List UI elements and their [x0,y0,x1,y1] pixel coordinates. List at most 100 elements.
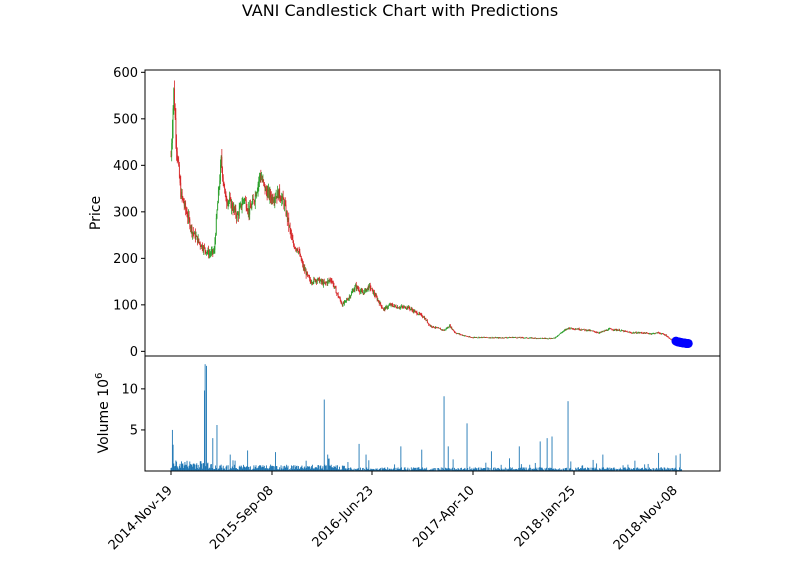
candle-body [611,329,613,330]
volume-bar [595,468,597,471]
volume-bar [445,468,447,471]
volume-bar [470,469,471,471]
volume-bar [442,468,444,471]
volume-bar [232,460,234,471]
volume-bar [404,467,406,471]
volume-bar [549,467,551,471]
volume-bar [330,466,331,471]
volume-bar [324,464,326,471]
candle-body [177,158,179,161]
volume-bar [212,438,214,471]
candle-body [626,331,628,333]
candle-body [288,217,290,226]
candle-body [553,337,554,339]
candle-body [507,337,508,339]
candle-body [289,225,291,230]
volume-bar [559,469,561,471]
volume-bar [265,465,267,471]
candle-body [530,337,531,339]
candle-body [474,337,476,338]
volume-bar [294,465,296,471]
candle-body [334,286,336,287]
volume-bar [335,465,337,471]
volume-bar [603,469,605,471]
volume-bar [186,460,188,471]
candle-body [619,330,621,332]
volume-bar [659,469,661,471]
volume-bar [387,469,389,471]
volume-bar [199,461,201,471]
candle-body [586,330,588,332]
volume-bar [235,468,237,471]
volume-bar [681,469,683,471]
volume-bar [304,468,306,471]
volume-bar [669,469,671,471]
candle-body [406,308,407,309]
candle-body [446,328,448,329]
x-tick-label: 2018-Nov-08 [611,483,681,553]
candle-body [513,337,515,339]
candle-body [287,217,289,221]
volume-bar [548,468,549,471]
volume-bar [539,441,541,471]
candle-body [442,329,444,331]
candle-body [224,189,226,195]
volume-bar [680,469,682,471]
volume-bar [518,468,520,471]
candle-body [364,290,366,294]
candle-body [366,288,368,292]
candle-body [282,195,284,200]
candle-body [204,247,206,251]
volume-bar [242,468,244,471]
candle-body [418,313,420,315]
candle-body [221,156,223,168]
volume-bar [667,467,669,471]
candle-body [532,337,534,339]
volume-bar [529,467,531,471]
candle-body [233,207,235,212]
volume-bar [634,460,636,471]
x-tick-label: 2015-Sep-08 [207,483,277,553]
volume-bar [196,463,198,471]
volume-bar [263,467,265,471]
volume-bar [289,469,291,471]
volume-bar [268,469,269,471]
candle-body [383,308,385,310]
candle-body [326,282,328,284]
candle-body [573,329,575,330]
candle-body [642,333,644,334]
candle-body [489,337,491,338]
volume-bar [259,465,261,471]
volume-bar [365,454,367,471]
candle-body [626,331,627,332]
candle-body [355,284,356,287]
volume-bar [454,469,456,471]
candle-body [595,332,597,333]
volume-bar [348,467,350,471]
candle-body [475,337,477,338]
candle-body [387,307,389,309]
volume-bar [176,461,178,471]
candle-body [296,248,298,251]
volume-bar [457,468,459,471]
candle-body [623,330,625,332]
candle-body [542,338,544,340]
candle-body [474,337,476,338]
candle-body [564,329,566,331]
volume-bar [403,467,405,471]
candle-body [606,329,608,331]
candle-body [185,209,187,213]
candle-body [514,337,516,338]
candle-body [514,337,515,338]
candle-body [306,272,308,276]
candle-body [198,238,200,243]
candle-body [420,313,422,315]
candle-body [466,336,468,337]
volume-bar [194,468,196,471]
candle-body [667,336,669,338]
volume-bar [352,469,354,471]
volume-bar [619,469,621,471]
volume-bar [561,469,563,471]
candle-body [454,331,455,333]
volume-bar [640,468,642,471]
